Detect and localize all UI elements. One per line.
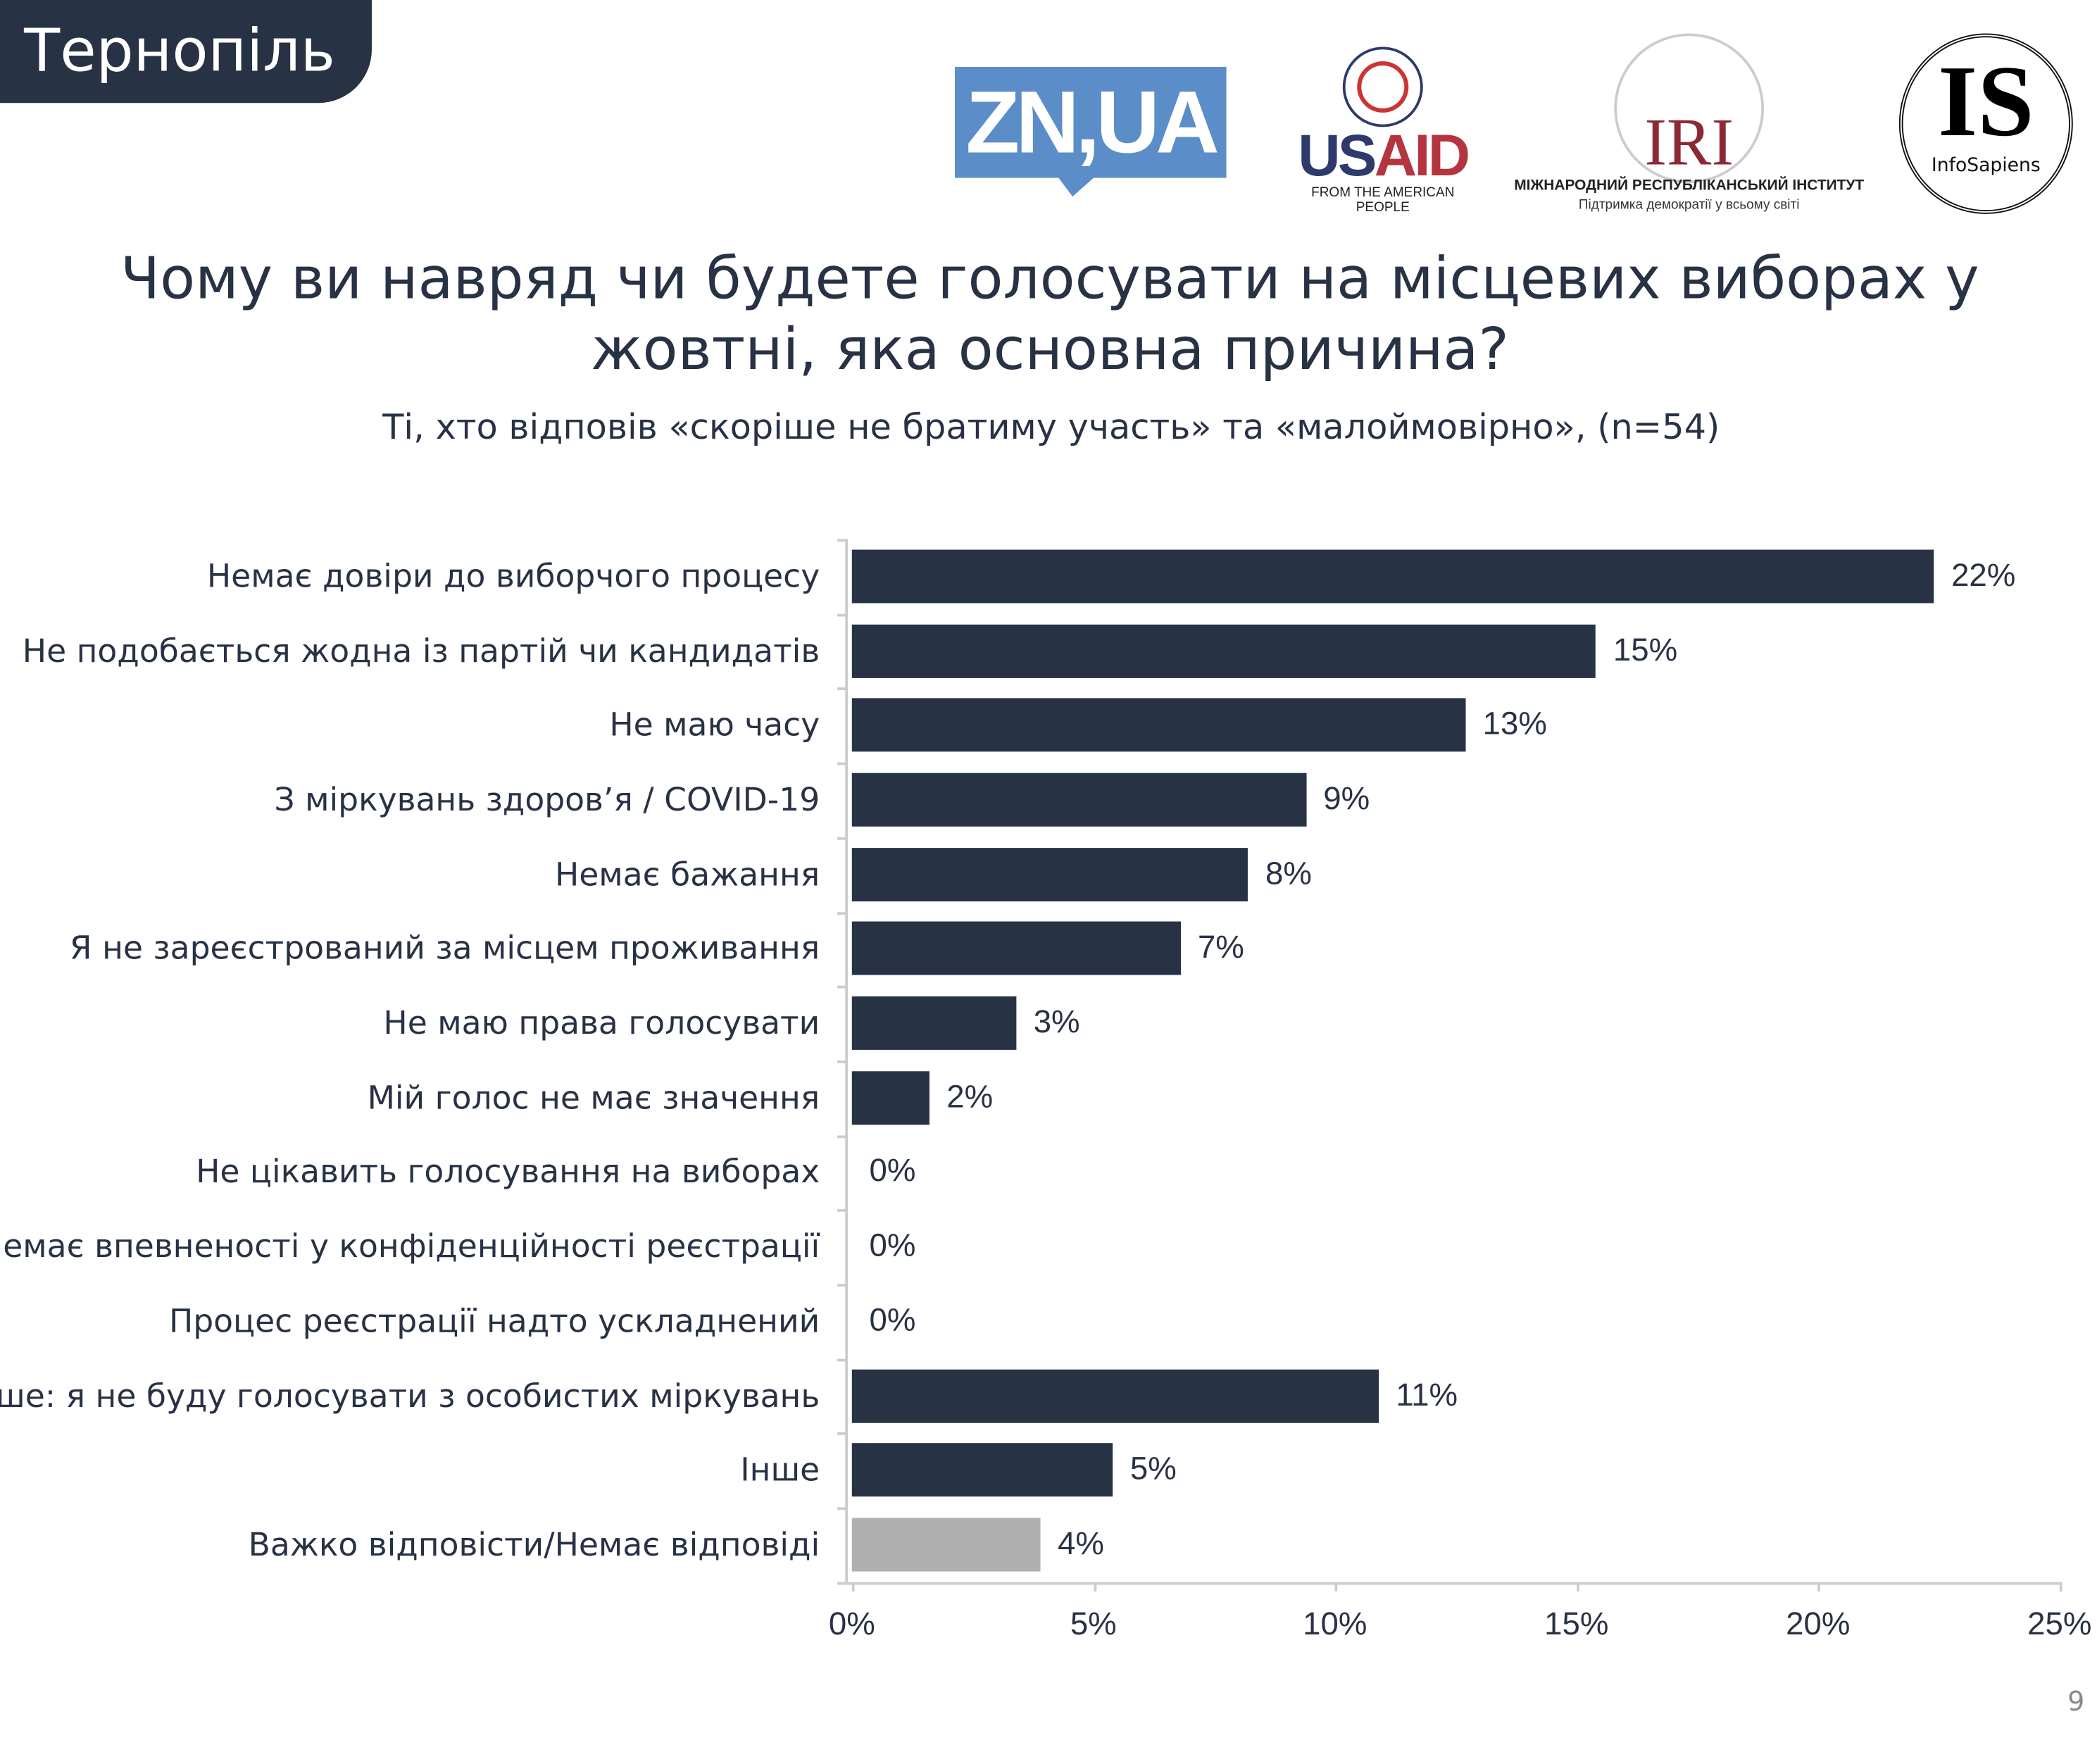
- category-label: Не маю права голосувати: [383, 1004, 820, 1042]
- category-label: Немає впевненості у конфіденційності реє…: [0, 1227, 820, 1265]
- x-tick-label: 25%: [2027, 1606, 2092, 1643]
- x-tick-label: 15%: [1544, 1606, 1609, 1643]
- category-label: Мій голос не має значення: [367, 1079, 820, 1117]
- category-label: Не подобається жодна із партій чи кандид…: [22, 632, 820, 670]
- y-axis-tick: [837, 1284, 847, 1287]
- y-axis-tick: [837, 762, 847, 765]
- category-label: З міркувань здоров’я / COVID-19: [274, 781, 820, 819]
- data-label: 3%: [1033, 1004, 1080, 1041]
- data-label: 7%: [1197, 930, 1244, 966]
- bar: [851, 698, 1465, 752]
- region-badge: Тернопіль: [0, 0, 372, 104]
- x-axis-tick: [1576, 1582, 1579, 1591]
- globe-icon: [1614, 33, 1765, 184]
- bar: [851, 1368, 1379, 1422]
- data-label: 2%: [946, 1079, 994, 1115]
- bar: [851, 996, 1017, 1050]
- bar: [851, 1070, 929, 1125]
- zn-ua-logo-tail: [1056, 175, 1097, 197]
- chart-title: Чому ви навряд чи будете голосувати на м…: [120, 246, 1979, 384]
- x-axis-tick: [2059, 1582, 2062, 1591]
- y-axis-line: [845, 539, 849, 1582]
- x-tick-label: 20%: [1786, 1606, 1851, 1643]
- y-axis-tick: [837, 1209, 847, 1213]
- bar: [851, 847, 1248, 901]
- category-label: Не цікавить голосування на виборах: [196, 1153, 820, 1191]
- y-axis-tick: [837, 1582, 847, 1585]
- y-axis-tick: [837, 911, 847, 915]
- x-axis-tick: [851, 1582, 855, 1591]
- zn-ua-logo: ZN,UA: [955, 66, 1227, 178]
- x-axis-tick: [1334, 1582, 1338, 1591]
- y-axis-tick: [837, 687, 847, 691]
- usaid-seal-icon: [1342, 46, 1423, 127]
- x-axis-tick: [1817, 1582, 1821, 1591]
- bar: [851, 922, 1181, 976]
- bar: [851, 624, 1596, 678]
- x-tick-label: 0%: [828, 1606, 875, 1643]
- data-label: 4%: [1058, 1525, 1104, 1563]
- bar: [851, 549, 1934, 603]
- y-axis-tick: [837, 1060, 847, 1063]
- data-label: 15%: [1613, 632, 1678, 668]
- data-label: 0%: [869, 1302, 916, 1339]
- data-label: 8%: [1265, 855, 1312, 892]
- y-axis-tick: [837, 613, 847, 616]
- page-number: 9: [2067, 1684, 2085, 1718]
- category-label: Інше: [740, 1451, 820, 1489]
- infosapiens-logo: IS InfoSapiens: [1898, 33, 2073, 214]
- category-label: Я не зареєстрований за місцем проживання: [69, 930, 820, 968]
- category-label: Немає бажання: [554, 855, 820, 893]
- y-axis-tick: [837, 1134, 847, 1138]
- x-tick-label: 5%: [1070, 1606, 1117, 1643]
- data-label: 13%: [1482, 706, 1547, 743]
- y-axis-tick: [837, 539, 847, 542]
- bar: [851, 1443, 1113, 1497]
- chart-subtitle: Ті, хто відповів «скоріше не братиму уча…: [382, 408, 1720, 449]
- bar: [851, 772, 1306, 827]
- data-label: 9%: [1323, 781, 1370, 818]
- x-tick-label: 10%: [1303, 1606, 1367, 1643]
- data-label: 0%: [869, 1153, 916, 1190]
- data-label: 11%: [1396, 1377, 1458, 1413]
- category-label: Інше: я не буду голосувати з особистих м…: [0, 1377, 820, 1415]
- data-label: 0%: [869, 1227, 916, 1265]
- y-axis-tick: [837, 1432, 847, 1436]
- y-axis-tick: [837, 986, 847, 989]
- category-label: Важко відповісти/Немає відповіді: [248, 1525, 820, 1564]
- y-axis-tick: [837, 1358, 847, 1361]
- iri-logo: IRI МІЖНАРОДНИЙ РЕСПУБЛІКАНСЬКИЙ ІНСТИТУ…: [1514, 33, 1865, 220]
- data-label: 5%: [1129, 1451, 1177, 1488]
- x-axis-line: [845, 1582, 2060, 1585]
- data-label: 22%: [1951, 557, 2016, 594]
- category-label: Немає довіри до виборчого процесу: [206, 557, 820, 595]
- usaid-logo: USAID FROM THE AMERICAN PEOPLE: [1284, 46, 1482, 220]
- category-label: Процес реєстрації надто ускладнений: [168, 1302, 820, 1340]
- x-axis-tick: [1093, 1582, 1096, 1591]
- bar: [851, 1518, 1041, 1572]
- y-axis-tick: [837, 1507, 847, 1510]
- y-axis-tick: [837, 837, 847, 840]
- category-label: Не маю часу: [609, 706, 820, 744]
